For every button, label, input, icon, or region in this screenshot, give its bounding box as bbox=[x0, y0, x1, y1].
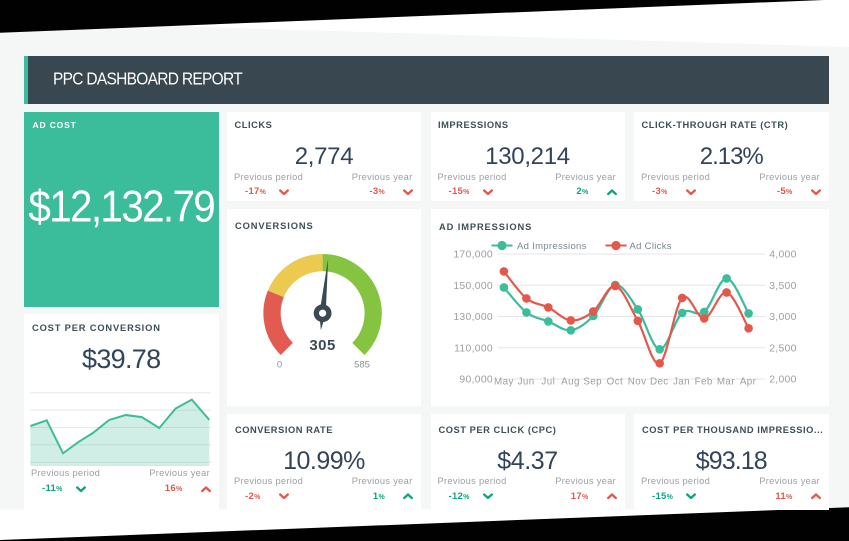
svg-text:150,000: 150,000 bbox=[453, 281, 493, 292]
svg-text:305: 305 bbox=[309, 337, 336, 354]
svg-text:90,000: 90,000 bbox=[459, 375, 493, 386]
svg-text:2,500: 2,500 bbox=[769, 343, 797, 354]
svg-text:Ad Impressions: Ad Impressions bbox=[517, 241, 587, 252]
svg-text:Aug: Aug bbox=[561, 377, 580, 388]
svg-text:110,000: 110,000 bbox=[454, 343, 493, 354]
svg-text:4,000: 4,000 bbox=[769, 250, 797, 261]
svg-text:3,000: 3,000 bbox=[769, 312, 797, 323]
svg-text:Ad Clicks: Ad Clicks bbox=[629, 241, 671, 252]
svg-text:Nov: Nov bbox=[627, 377, 646, 388]
svg-text:May: May bbox=[494, 377, 514, 388]
svg-text:2,000: 2,000 bbox=[769, 375, 797, 386]
svg-text:Jun: Jun bbox=[517, 377, 534, 388]
svg-text:Feb: Feb bbox=[694, 377, 712, 388]
svg-text:585: 585 bbox=[354, 360, 370, 371]
svg-text:Jul: Jul bbox=[541, 377, 555, 388]
svg-text:Mar: Mar bbox=[716, 377, 734, 388]
svg-text:170,000: 170,000 bbox=[453, 250, 493, 261]
svg-text:Sep: Sep bbox=[583, 377, 602, 388]
svg-text:Jan: Jan bbox=[673, 377, 690, 388]
svg-text:Dec: Dec bbox=[649, 377, 668, 388]
svg-text:3,500: 3,500 bbox=[769, 281, 797, 292]
svg-text:130,000: 130,000 bbox=[453, 312, 493, 323]
svg-text:Apr: Apr bbox=[739, 377, 756, 388]
svg-text:0: 0 bbox=[277, 360, 282, 371]
svg-text:Oct: Oct bbox=[606, 377, 622, 388]
